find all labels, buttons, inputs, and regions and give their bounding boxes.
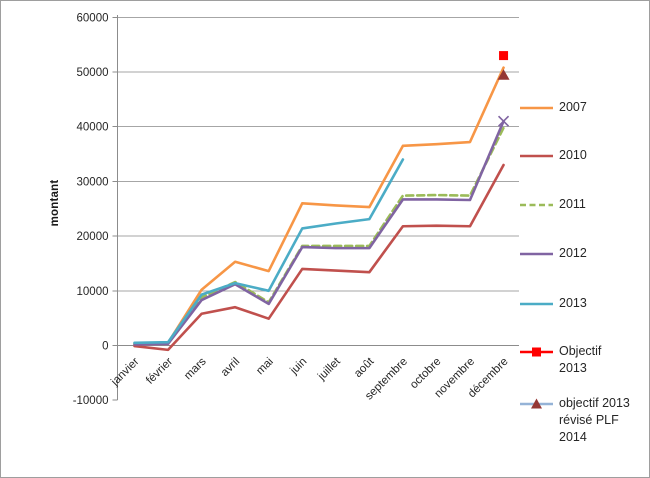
legend-marker-line [520,302,553,306]
y-tick-label: 40000 [77,122,109,134]
objectif-2013-square-marker[interactable] [499,51,509,61]
legend-label: Objectif 2013 [559,344,602,375]
series-line-2011[interactable] [133,126,505,346]
legend-label: objectif 2013 révisé PLF 2014 [559,396,630,444]
x-tick-label: avril [219,356,242,379]
series-line-2010[interactable] [133,163,505,352]
x-tick-label: janvier [108,356,141,389]
legend-marker-triangle [520,398,553,409]
legend-label: 2010 [559,148,587,162]
y-tick-label: 10000 [77,286,109,298]
y-tick-label: 0 [102,341,108,353]
y-tick-label: 30000 [77,176,109,188]
legend-item-2007[interactable]: 2007 [520,99,646,116]
legend-item-2010[interactable]: 2010 [520,147,646,164]
series-line-2013[interactable] [133,158,405,345]
y-tick-label: 60000 [77,12,109,24]
legend-label: 2011 [559,197,586,211]
series-line-2012[interactable] [133,119,505,346]
x-tick-label: mai [254,356,276,378]
y-tick-label: 50000 [77,67,109,79]
y-axis-title: montant [49,179,61,227]
x-tick-label: février [144,356,175,387]
legend-marker-dashed-line [520,203,553,207]
legend-label: 2012 [559,246,587,260]
legend-item-objectif-2013-révisé-plf-2014[interactable]: objectif 2013 révisé PLF 2014 [520,395,646,446]
legend-marker-line [520,252,553,256]
x-tick-label: mars [182,355,209,382]
x-tick-label: juin [288,356,310,378]
series-line-2007[interactable] [133,66,505,346]
x-tick-label: août [352,355,377,380]
legend-item-2013[interactable]: 2013 [520,295,646,312]
legend-marker-line [520,154,553,158]
legend-item-objectif-2013[interactable]: Objectif 2013 [520,343,646,377]
legend-label: 2013 [559,296,587,310]
legend-item-2012[interactable]: 2012 [520,245,646,262]
legend-label: 2007 [559,100,587,114]
objectif-revise-triangle-marker[interactable] [497,69,510,80]
series-2012-x-marker [497,115,510,127]
legend-marker-line [520,106,553,110]
x-tick-label: juillet [315,355,343,383]
y-tick-label: -10000 [73,395,109,407]
legend-marker-square [520,347,553,357]
y-tick-label: 20000 [77,231,109,243]
legend-item-2011[interactable]: 2011 [520,196,646,213]
